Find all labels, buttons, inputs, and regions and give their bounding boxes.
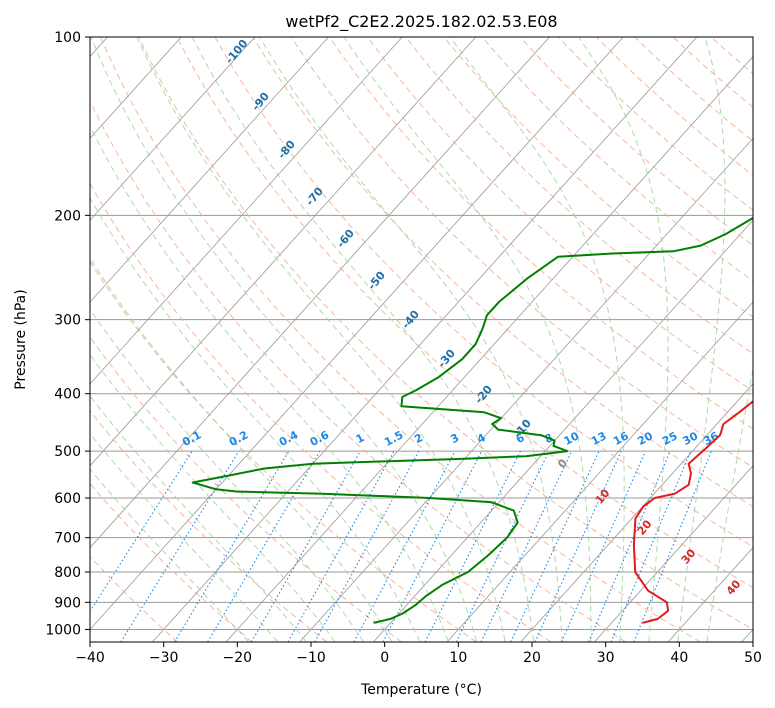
dry-adiabat (443, 37, 753, 318)
moist-adiabat (90, 196, 421, 642)
moist-adiabat (578, 37, 669, 642)
isotherm-line (152, 37, 698, 642)
series-layer (191, 216, 753, 624)
mixing-ratio-line (174, 450, 290, 642)
dry-adiabat (481, 37, 753, 282)
mixing-ratio-label: 25 (660, 429, 680, 448)
mixing-ratio-line (610, 450, 692, 642)
y-tick-label: 700 (54, 531, 81, 547)
x-tick-label: −40 (75, 650, 105, 666)
dry-adiabat (138, 37, 753, 631)
moist-adiabat (90, 256, 392, 642)
dry-adiabat (634, 37, 753, 142)
moist-adiabat (706, 366, 753, 642)
mixing-ratio-line (455, 450, 550, 642)
mixing-ratio-line (510, 450, 600, 642)
x-tick-label: −20 (223, 650, 253, 666)
mixing-ratio-label: 16 (611, 429, 631, 448)
x-tick-label: 20 (523, 650, 541, 666)
moist-adiabat (90, 124, 449, 642)
x-tick-label: 30 (597, 650, 615, 666)
axes: −40 −30 −20 −10 0 10 20 30 40 50 100 200 300 400 500 60… (45, 30, 762, 666)
temperature-profile (632, 400, 753, 624)
mixing-ratio-line (90, 450, 193, 613)
x-tick-label: 40 (670, 650, 688, 666)
chart-title: wetPf2_C2E2.2025.182.02.53.E08 (285, 12, 557, 32)
dry-adiabat (176, 37, 753, 589)
isotherm-line (520, 383, 753, 642)
isotherm-line (90, 37, 477, 467)
y-tick-label: 800 (54, 565, 81, 581)
mixing-ratio-line (534, 450, 622, 642)
plot-area (90, 37, 753, 642)
mixing-ratio-label: 36 (701, 429, 721, 448)
dry-adiabat (214, 37, 753, 548)
moist-adiabat (449, 37, 625, 642)
x-tick-label: −30 (149, 650, 179, 666)
dry-adiabat (90, 260, 477, 642)
moist-adiabat (677, 37, 726, 642)
x-tick-label: −10 (296, 650, 326, 666)
mixing-ratio-line (120, 450, 240, 642)
dry-adiabat (519, 37, 753, 246)
mixing-ratio-line (250, 450, 361, 642)
mixing-ratio-line (480, 450, 573, 642)
isotherm-line (90, 37, 256, 221)
mixing-ratio-label: 30 (681, 429, 701, 448)
isotherm-line (90, 37, 550, 549)
x-tick-label: 50 (744, 650, 762, 666)
y-tick-label: 400 (54, 387, 81, 403)
plot-frame (89, 36, 754, 643)
x-axis-title: Temperature (°C) (360, 682, 482, 698)
y-axis-title: Pressure (hPa) (13, 289, 29, 389)
dry-adiabat (367, 37, 753, 392)
dry-adiabat (405, 37, 753, 355)
x-tick-label: 10 (449, 650, 467, 666)
dry-adiabat (252, 37, 753, 508)
y-tick-label: 100 (54, 30, 81, 46)
mixing-ratio-line (287, 450, 395, 642)
y-tick-label: 600 (54, 491, 81, 507)
dry-adiabat (90, 410, 328, 642)
isotherm-line (446, 301, 753, 642)
moist-adiabat (90, 394, 307, 642)
mixing-ratio-label: 13 (589, 429, 609, 448)
y-tick-label: 200 (54, 208, 81, 224)
moist-adiabat (90, 468, 249, 642)
moist-adiabat (191, 37, 535, 642)
dewpoint-profile (191, 216, 753, 624)
dry-adiabat (90, 182, 552, 642)
mixing-ratio-line (207, 450, 321, 642)
moist-adiabat (90, 37, 478, 642)
dry-adiabat (329, 37, 753, 430)
isotherm-line (225, 55, 753, 642)
isotherm-line (90, 37, 403, 385)
isotherm-line (90, 37, 624, 631)
moist-adiabat (90, 353, 336, 642)
isotherm-line (594, 465, 753, 642)
mixing-ratio-line (588, 450, 671, 642)
isotherm-line (373, 219, 753, 642)
y-tick-label: 900 (54, 595, 81, 611)
mixing-ratio-label: 10 (562, 429, 582, 448)
moist-adiabat (259, 37, 563, 642)
dry-adiabat (100, 37, 701, 642)
background-lines (90, 37, 753, 642)
y-tick-label: 300 (54, 313, 81, 329)
x-tick-label: 0 (380, 650, 389, 666)
mixing-ratio-line (314, 450, 420, 642)
isotherm-line (90, 37, 329, 303)
mixing-ratio-label: 20 (635, 429, 655, 448)
moist-adiabat (136, 37, 506, 642)
mixing-ratio-line (561, 450, 646, 642)
isotherm-line (299, 137, 753, 642)
y-tick-label: 1000 (45, 622, 81, 638)
y-tick-label: 500 (54, 444, 81, 460)
moist-adiabat (90, 308, 364, 642)
dry-adiabat (90, 336, 402, 642)
moist-adiabat (90, 432, 278, 642)
